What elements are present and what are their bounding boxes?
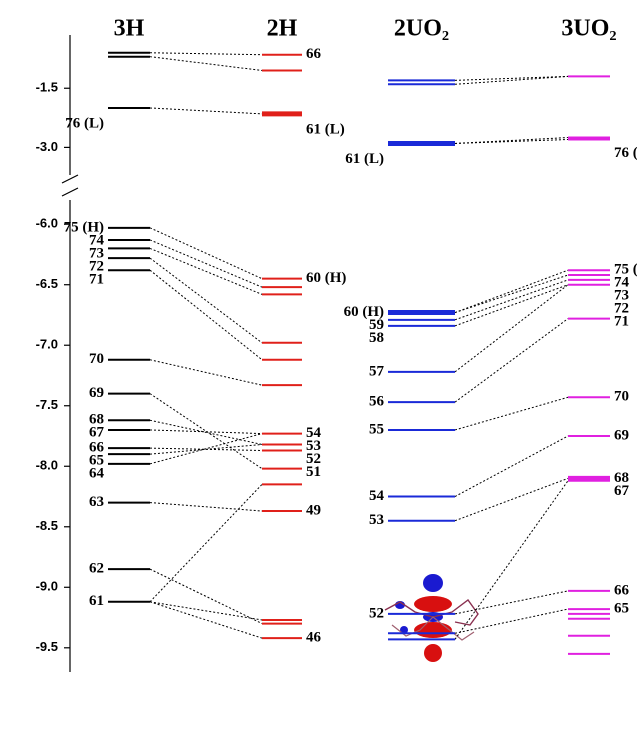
connector [150, 602, 262, 620]
level-label: 56 [369, 394, 385, 410]
connector [150, 360, 262, 385]
connector [150, 270, 262, 360]
column-header: 2H [267, 16, 298, 42]
level-label: 69 [89, 385, 104, 401]
connector [150, 394, 262, 469]
connector [150, 602, 262, 638]
level-label: 63 [89, 494, 104, 510]
level-label: 69 [614, 427, 629, 443]
y-tick-label: -9.5 [36, 639, 58, 654]
y-tick-label: -8.5 [36, 518, 58, 533]
y-tick-label: -9.0 [36, 579, 58, 594]
level-label: 46 [306, 630, 322, 646]
level-label: 64 [89, 466, 105, 482]
axis-break [62, 188, 78, 196]
connector [455, 76, 568, 80]
level-label: 70 [89, 351, 104, 367]
y-tick-label: -3.0 [36, 139, 58, 154]
connector [455, 270, 568, 312]
connector [150, 420, 262, 444]
connector [455, 481, 568, 640]
column-header: 3H [114, 16, 145, 42]
level-label: 62 [89, 561, 104, 577]
connector [455, 591, 568, 614]
level-label: 58 [369, 330, 384, 346]
level-label: 51 [306, 464, 321, 480]
level-label: 61 (L) [306, 121, 345, 137]
level-label: 55 [369, 421, 384, 437]
connector [455, 285, 568, 372]
connector [150, 53, 262, 55]
level-label: 67 [89, 425, 105, 441]
y-tick-label: -7.5 [36, 397, 58, 412]
axis-break [62, 175, 78, 183]
connector [455, 76, 568, 84]
level-label: 71 [89, 271, 104, 287]
level-label: 66 [306, 46, 322, 62]
energy-level-diagram: -1.5 -3.0 -6.0 -6.5 -7.0 -7.5 -8.0 -8.5 -9.0 -9.5… [0, 0, 637, 755]
level-label: 53 [369, 512, 384, 528]
y-tick-label: -1.5 [36, 80, 58, 95]
level-label: 61 (L) [345, 151, 384, 167]
connector [455, 280, 568, 320]
connector [150, 503, 262, 511]
y-tick-label: -6.5 [36, 276, 58, 291]
level-label: 61 [89, 593, 104, 609]
level-label: 49 [306, 502, 321, 518]
connectors [150, 53, 568, 640]
connector [455, 397, 568, 430]
y-tick-label: -8.0 [36, 458, 58, 473]
level-label: 71 [614, 314, 629, 330]
y-tick-label: -7.0 [36, 337, 58, 352]
level-label: 65 [614, 601, 629, 617]
connector [150, 484, 262, 601]
connector [150, 569, 262, 623]
level-label: 67 [614, 483, 630, 499]
level-label: 60 (H) [306, 270, 346, 286]
connector [455, 436, 568, 497]
connector [150, 240, 262, 287]
connector [150, 108, 262, 114]
level-label: 70 [614, 389, 629, 405]
orbital-picture [385, 574, 478, 662]
level-label: 52 [369, 605, 384, 621]
connector [455, 319, 568, 403]
level-label: 76 (L) [614, 145, 637, 161]
connector [150, 430, 262, 434]
level-label: 76 (L) [65, 115, 104, 131]
connector [455, 275, 568, 313]
y-tick-label: -6.0 [36, 216, 58, 231]
level-label: 66 [614, 582, 630, 598]
column-header: 2UO₂ [394, 16, 449, 42]
level-label: 54 [369, 488, 385, 504]
connector [455, 478, 568, 520]
connector [150, 57, 262, 71]
level-label: 57 [369, 363, 385, 379]
connector [150, 444, 262, 454]
column-header: 3UO₂ [561, 16, 616, 42]
